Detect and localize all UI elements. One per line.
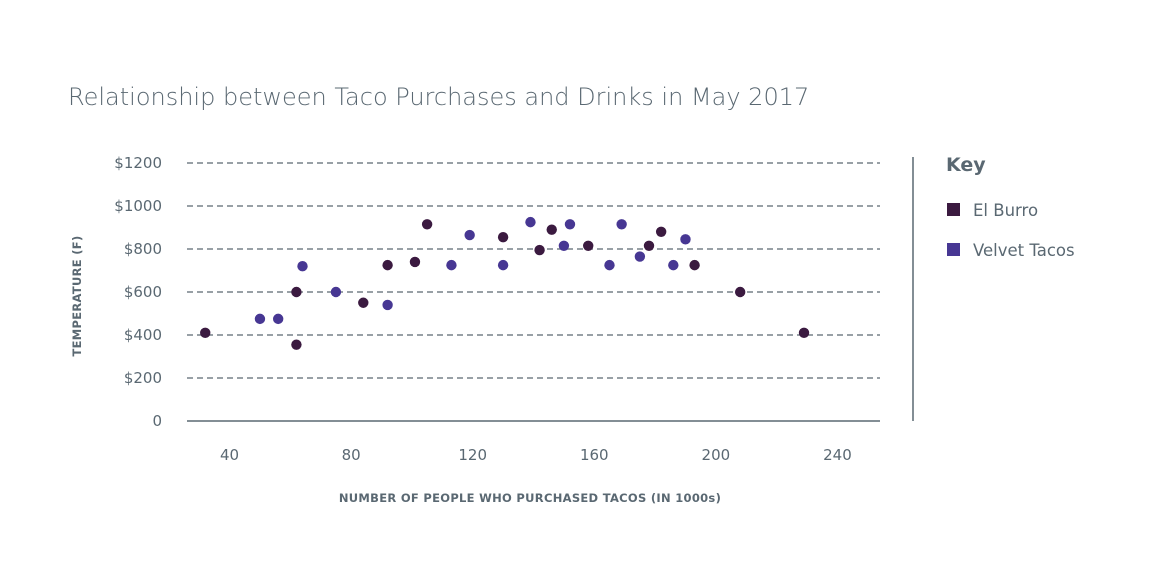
point-el-burro xyxy=(583,240,594,251)
point-el-burro xyxy=(291,286,302,298)
point-el-burro xyxy=(734,286,746,298)
gridlines xyxy=(187,162,880,422)
data-points xyxy=(200,216,810,350)
point-velvet-tacos xyxy=(564,219,576,230)
y-axis-label: TEMPERATURE (F) xyxy=(70,235,84,356)
point-velvet-tacos xyxy=(604,259,615,271)
point-velvet-tacos xyxy=(297,261,308,272)
x-tick-label: 80 xyxy=(342,446,361,464)
point-el-burro xyxy=(421,219,433,230)
point-el-burro xyxy=(798,327,810,339)
x-axis-ticks: 40 80 120 160 200 240 xyxy=(220,446,852,464)
point-velvet-tacos xyxy=(525,216,536,228)
point-velvet-tacos xyxy=(382,299,393,311)
x-tick-label: 240 xyxy=(823,446,852,464)
y-tick-label: $600 xyxy=(124,283,162,301)
chart-title: Relationship between Taco Purchases and … xyxy=(68,83,809,111)
point-el-burro xyxy=(655,226,667,237)
x-tick-label: 120 xyxy=(458,446,487,464)
point-velvet-tacos xyxy=(680,234,691,245)
point-velvet-tacos xyxy=(497,259,509,271)
point-el-burro xyxy=(200,327,211,339)
point-el-burro xyxy=(689,259,700,271)
point-el-burro xyxy=(382,259,393,271)
y-tick-label: 0 xyxy=(152,412,162,430)
point-el-burro xyxy=(409,256,421,268)
point-velvet-tacos xyxy=(254,313,266,325)
point-velvet-tacos xyxy=(330,286,342,298)
legend-label-el-burro: El Burro xyxy=(973,201,1038,220)
legend-swatch-el-burro xyxy=(947,203,960,216)
point-velvet-tacos xyxy=(634,251,646,262)
y-tick-label: $400 xyxy=(124,326,162,344)
y-tick-label: $200 xyxy=(124,369,162,387)
legend-title: Key xyxy=(946,154,986,176)
point-el-burro xyxy=(497,231,509,243)
point-el-burro xyxy=(358,297,369,308)
y-axis-ticks: 0 $200 $400 $600 $800 $1000 $1200 xyxy=(114,154,162,430)
x-tick-label: 40 xyxy=(220,446,239,464)
y-tick-label: $1000 xyxy=(114,197,162,215)
point-velvet-tacos xyxy=(464,229,475,241)
point-el-burro xyxy=(534,244,545,256)
legend-swatch-velvet-tacos xyxy=(947,243,960,256)
point-el-burro xyxy=(643,240,655,251)
point-velvet-tacos xyxy=(558,240,570,251)
point-velvet-tacos xyxy=(446,259,457,271)
legend-label-velvet-tacos: Velvet Tacos xyxy=(973,241,1075,260)
point-velvet-tacos xyxy=(272,313,284,325)
legend: El Burro Velvet Tacos xyxy=(947,201,1075,260)
point-velvet-tacos xyxy=(616,219,627,230)
x-tick-label: 200 xyxy=(702,446,731,464)
y-tick-label: $1200 xyxy=(114,154,162,172)
point-velvet-tacos xyxy=(668,259,679,271)
y-tick-label: $800 xyxy=(124,240,162,258)
point-el-burro xyxy=(546,224,557,235)
x-tick-label: 160 xyxy=(580,446,609,464)
x-axis-label: NUMBER OF PEOPLE WHO PURCHASED TACOS (IN… xyxy=(339,491,721,505)
point-el-burro xyxy=(291,339,302,350)
